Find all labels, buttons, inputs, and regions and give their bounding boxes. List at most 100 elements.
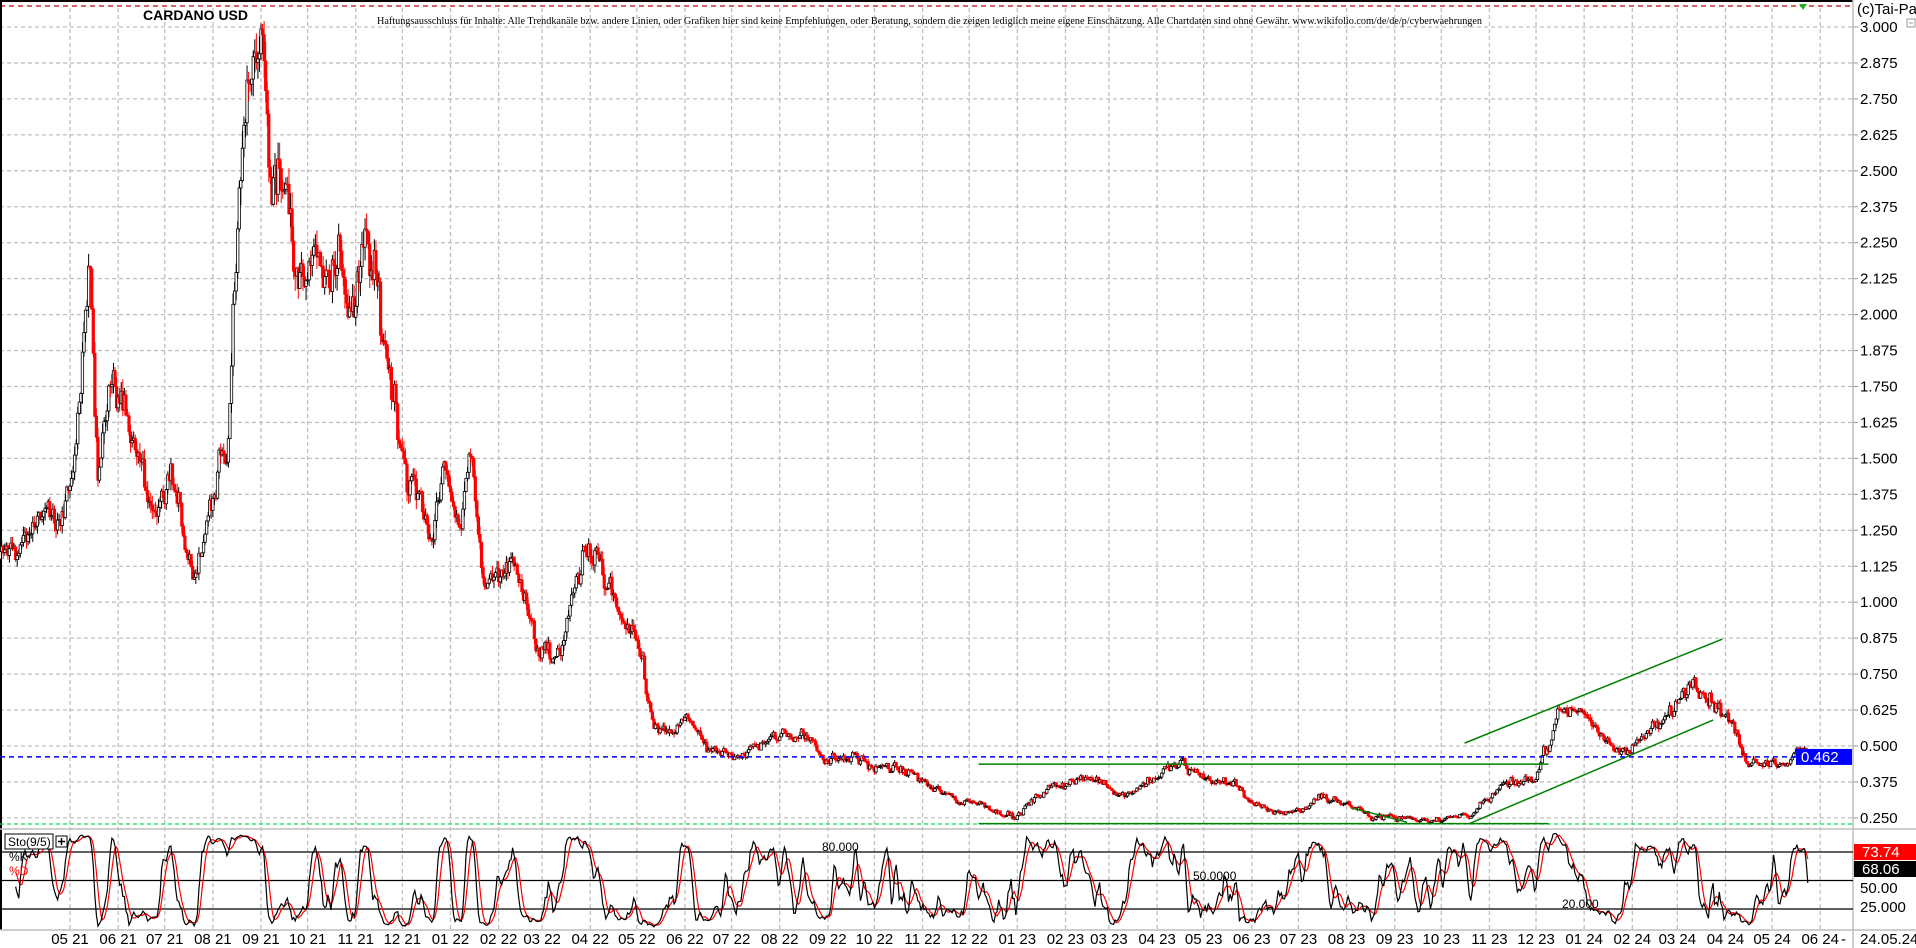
candle-body [1719, 702, 1723, 717]
candle-body [562, 640, 566, 646]
candle-body [363, 228, 367, 248]
candle-body [580, 550, 585, 576]
candle-body [509, 557, 513, 562]
candle-body [998, 810, 1002, 815]
candle-body [650, 711, 654, 720]
candle-body [683, 717, 687, 721]
candle-body [21, 534, 26, 543]
candle-body [1242, 790, 1246, 798]
candle-body [405, 463, 409, 493]
candle-body [643, 655, 647, 680]
candle-body [251, 56, 255, 80]
candle-body [1736, 729, 1740, 736]
candle-body [1104, 780, 1108, 785]
candle-body [1672, 710, 1676, 717]
candle-body [891, 765, 895, 772]
candle [318, 249, 322, 267]
candle-body [632, 625, 636, 631]
candle-body [0, 551, 2, 560]
candle-body [298, 272, 302, 289]
candle-body [1223, 777, 1228, 785]
candle-body [15, 555, 19, 561]
candle-body [759, 742, 763, 751]
candle-body [503, 572, 507, 577]
candle [99, 457, 103, 468]
price-tick-label: 1.375 [1860, 486, 1898, 503]
candle-body [967, 798, 971, 803]
candle-body [1178, 760, 1182, 765]
candle-body [1686, 684, 1690, 696]
candle-body [80, 351, 85, 394]
candle-body [570, 594, 574, 606]
candle [903, 768, 908, 776]
candle-body [565, 617, 569, 633]
candle [464, 477, 468, 493]
candle [90, 266, 94, 311]
candle-body [234, 272, 238, 292]
candle-body [849, 756, 853, 763]
candle-body [26, 534, 30, 543]
candle-body [560, 644, 564, 656]
candle-body [686, 713, 690, 719]
candle-body [1691, 679, 1695, 688]
candle-body [1023, 805, 1027, 810]
candle-body [18, 544, 22, 554]
candle-body [618, 611, 622, 616]
candle-body [1762, 762, 1766, 767]
candle-body [389, 367, 394, 400]
candle-body [172, 483, 176, 491]
candle-body [180, 502, 184, 527]
stoch-level-50-label: 50.0000 [1193, 869, 1237, 883]
candle-body [644, 678, 648, 695]
candle-body [1582, 710, 1586, 715]
candle-body [68, 485, 72, 491]
candle [77, 401, 81, 416]
candle-body [245, 79, 249, 124]
candle-body [1511, 777, 1515, 782]
stoch-title: Sto(9/5) [8, 835, 51, 849]
price-tick-label: 0.500 [1860, 738, 1898, 755]
candle-body [416, 493, 420, 501]
candle-body [48, 501, 52, 518]
candle-body [1695, 687, 1700, 693]
candle-body [461, 508, 465, 530]
candle [515, 562, 519, 576]
candle-body [486, 582, 490, 589]
date-tick-label: 05 24 [1753, 931, 1791, 948]
date-tick-label: 06 24 [1801, 931, 1839, 948]
candle-body [444, 461, 448, 471]
candle-body [215, 471, 220, 499]
date-tick-label: 02 23 [1047, 931, 1085, 948]
candle-body [332, 259, 336, 267]
stoch-add-button[interactable] [55, 835, 68, 848]
candle [1535, 770, 1540, 782]
candle [93, 342, 97, 418]
candle-body [515, 564, 519, 575]
collapse-button[interactable] [1906, 18, 1916, 28]
date-tick-label: 01 24 [1565, 931, 1603, 948]
candle-body [413, 474, 417, 480]
candle-body [1737, 734, 1742, 745]
candle-body [1021, 808, 1026, 816]
candle [1551, 730, 1555, 741]
candle-body [354, 305, 358, 318]
candle-body [456, 514, 460, 525]
date-axis-separator: - [1841, 931, 1846, 948]
candle-body [692, 724, 696, 729]
candle-body [71, 471, 75, 480]
candle-body [1669, 705, 1673, 715]
price-tick-label: 1.750 [1860, 379, 1898, 396]
candle-body [94, 415, 99, 438]
date-tick-label: 10 22 [856, 931, 894, 948]
price-tick-label: 0.625 [1860, 702, 1898, 719]
candle-body [133, 437, 137, 451]
date-tick-label: 03 22 [523, 931, 561, 948]
candle-body [228, 403, 232, 440]
candle-body [646, 693, 650, 702]
candle [91, 304, 95, 357]
candle-body [1556, 708, 1560, 720]
candle-body [400, 447, 404, 452]
candle-body [91, 308, 95, 354]
